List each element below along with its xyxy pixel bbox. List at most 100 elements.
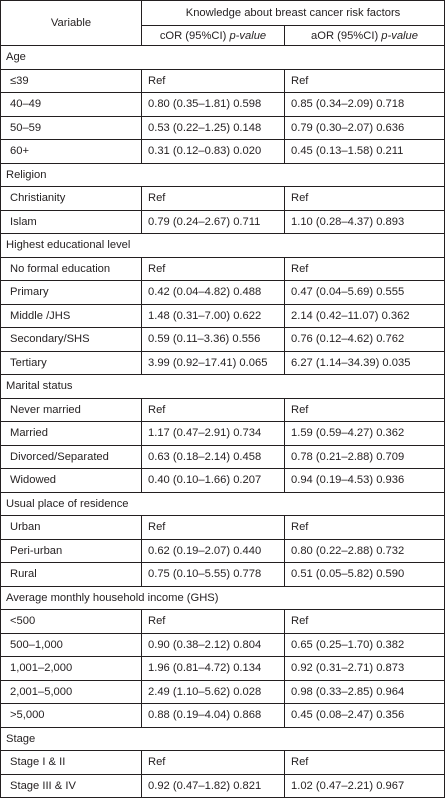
section-row: Marital status	[0, 374, 445, 399]
row-label: 500–1,000	[0, 632, 142, 657]
cor-cell: 1.17 (0.47–2.91) 0.734	[141, 421, 285, 446]
variable-header: Variable	[0, 0, 142, 46]
row-label: 40–49	[0, 92, 142, 117]
cor-cell: Ref	[141, 256, 285, 281]
table-row: No formal education Ref Ref	[0, 256, 445, 281]
cor-cell: 0.31 (0.12–0.83) 0.020	[141, 139, 285, 164]
section-row: Average monthly household income (GHS)	[0, 585, 445, 610]
table-row: Primary 0.42 (0.04–4.82) 0.488 0.47 (0.04–…	[0, 280, 445, 305]
table-row: 50–59 0.53 (0.22–1.25) 0.148 0.79 (0.30–2.…	[0, 115, 445, 140]
table-row: Secondary/SHS 0.59 (0.11–3.36) 0.556 0.76 …	[0, 327, 445, 352]
cor-cell: 0.90 (0.38–2.12) 0.804	[141, 632, 285, 657]
row-label: Secondary/SHS	[0, 327, 142, 352]
cor-cell: Ref	[141, 609, 285, 634]
aor-cell: 0.98 (0.33–2.85) 0.964	[283, 679, 445, 704]
table-row: Divorced/Separated 0.63 (0.18–2.14) 0.458…	[0, 444, 445, 469]
aor-cell: 0.45 (0.08–2.47) 0.356	[283, 703, 445, 728]
section-row: Age	[0, 45, 445, 70]
row-label: Stage III & IV	[0, 773, 142, 798]
table-row: >5,000 0.88 (0.19–4.04) 0.868 0.45 (0.08–2…	[0, 703, 445, 728]
cor-cell: 3.99 (0.92–17.41) 0.065	[141, 350, 285, 375]
aor-cell: 2.14 (0.42–11.07) 0.362	[283, 303, 445, 328]
section-label: Marital status	[0, 374, 445, 399]
aor-cell: 0.51 (0.05–5.82) 0.590	[283, 562, 445, 587]
section-row: Stage	[0, 726, 445, 751]
table-row: Middle /JHS 1.48 (0.31–7.00) 0.622 2.14 (0…	[0, 303, 445, 328]
aor-cell: 0.65 (0.25–1.70) 0.382	[283, 632, 445, 657]
row-label: Islam	[0, 209, 142, 234]
section-label: Highest educational level	[0, 233, 445, 258]
row-label: 2,001–5,000	[0, 679, 142, 704]
cor-cell: 0.92 (0.47–1.82) 0.821	[141, 773, 285, 798]
cor-cell: 0.79 (0.24–2.67) 0.711	[141, 209, 285, 234]
section-label: Religion	[0, 162, 445, 187]
row-label: Urban	[0, 515, 142, 540]
cor-cell: Ref	[141, 397, 285, 422]
table-row: Never married Ref Ref	[0, 397, 445, 422]
table-row: 40–49 0.80 (0.35–1.81) 0.598 0.85 (0.34–2.…	[0, 92, 445, 117]
table-row: 500–1,000 0.90 (0.38–2.12) 0.804 0.65 (0.2…	[0, 632, 445, 657]
aor-cell: Ref	[283, 515, 445, 540]
aor-cell: 1.59 (0.59–4.27) 0.362	[283, 421, 445, 446]
table-row: 1,001–2,000 1.96 (0.81–4.72) 0.134 0.92 (0…	[0, 656, 445, 681]
cor-cell: 0.80 (0.35–1.81) 0.598	[141, 92, 285, 117]
row-label: Middle /JHS	[0, 303, 142, 328]
table-row: Urban Ref Ref	[0, 515, 445, 540]
row-label: 60+	[0, 139, 142, 164]
table-row: ≤39 Ref Ref	[0, 68, 445, 93]
section-row: Usual place of residence	[0, 491, 445, 516]
table-row: Widowed 0.40 (0.10–1.66) 0.207 0.94 (0.19–…	[0, 468, 445, 493]
row-label: Never married	[0, 397, 142, 422]
row-label: No formal education	[0, 256, 142, 281]
cor-cell: 0.42 (0.04–4.82) 0.488	[141, 280, 285, 305]
row-label: Christianity	[0, 186, 142, 211]
row-label: Peri-urban	[0, 538, 142, 563]
aor-cell: 0.78 (0.21–2.88) 0.709	[283, 444, 445, 469]
row-label: <500	[0, 609, 142, 634]
aor-cell: Ref	[283, 256, 445, 281]
cor-cell: 0.53 (0.22–1.25) 0.148	[141, 115, 285, 140]
table-row: Islam 0.79 (0.24–2.67) 0.711 1.10 (0.28–4.…	[0, 209, 445, 234]
cor-cell: 0.59 (0.11–3.36) 0.556	[141, 327, 285, 352]
section-label: Stage	[0, 726, 445, 751]
aor-cell: 0.94 (0.19–4.53) 0.936	[283, 468, 445, 493]
table-row: Married 1.17 (0.47–2.91) 0.734 1.59 (0.59–…	[0, 421, 445, 446]
section-label: Average monthly household income (GHS)	[0, 585, 445, 610]
cor-cell: 2.49 (1.10–5.62) 0.028	[141, 679, 285, 704]
row-label: 1,001–2,000	[0, 656, 142, 681]
cor-cell: Ref	[141, 750, 285, 775]
aor-cell: Ref	[283, 68, 445, 93]
row-label: Tertiary	[0, 350, 142, 375]
table-row: Tertiary 3.99 (0.92–17.41) 0.065 6.27 (1.1…	[0, 350, 445, 375]
aor-cell: 0.92 (0.31–2.71) 0.873	[283, 656, 445, 681]
cor-cell: 0.62 (0.19–2.07) 0.440	[141, 538, 285, 563]
cor-cell: Ref	[141, 186, 285, 211]
cor-cell: 0.88 (0.19–4.04) 0.868	[141, 703, 285, 728]
group-header: Knowledge about breast cancer risk facto…	[140, 0, 445, 26]
cor-cell: 1.96 (0.81–4.72) 0.134	[141, 656, 285, 681]
cor-cell: 1.48 (0.31–7.00) 0.622	[141, 303, 285, 328]
row-label: Widowed	[0, 468, 142, 493]
section-row: Highest educational level	[0, 233, 445, 258]
aor-cell: 0.47 (0.04–5.69) 0.555	[283, 280, 445, 305]
aor-cell: 1.02 (0.47–2.21) 0.967	[283, 773, 445, 798]
section-label: Usual place of residence	[0, 491, 445, 516]
section-row: Religion	[0, 162, 445, 187]
row-label: ≤39	[0, 68, 142, 93]
table-row: 2,001–5,000 2.49 (1.10–5.62) 0.028 0.98 (0…	[0, 679, 445, 704]
aor-cell: Ref	[283, 609, 445, 634]
cor-cell: 0.40 (0.10–1.66) 0.207	[141, 468, 285, 493]
row-label: Rural	[0, 562, 142, 587]
table-row: <500 Ref Ref	[0, 609, 445, 634]
table-body: Age ≤39 Ref Ref 40–49 0.80 (0.35–1.81) 0.598 0…	[0, 45, 445, 798]
aor-cell: 6.27 (1.14–34.39) 0.035	[283, 350, 445, 375]
table-row: Stage I & II Ref Ref	[0, 750, 445, 775]
cor-cell: Ref	[141, 68, 285, 93]
aor-cell: 0.85 (0.34–2.09) 0.718	[283, 92, 445, 117]
row-label: Married	[0, 421, 142, 446]
table-row: Christianity Ref Ref	[0, 186, 445, 211]
table-row: Rural 0.75 (0.10–5.55) 0.778 0.51 (0.05–5.…	[0, 562, 445, 587]
cor-header: cOR (95%CI) p-value	[141, 25, 285, 46]
aor-cell: 0.80 (0.22–2.88) 0.732	[283, 538, 445, 563]
